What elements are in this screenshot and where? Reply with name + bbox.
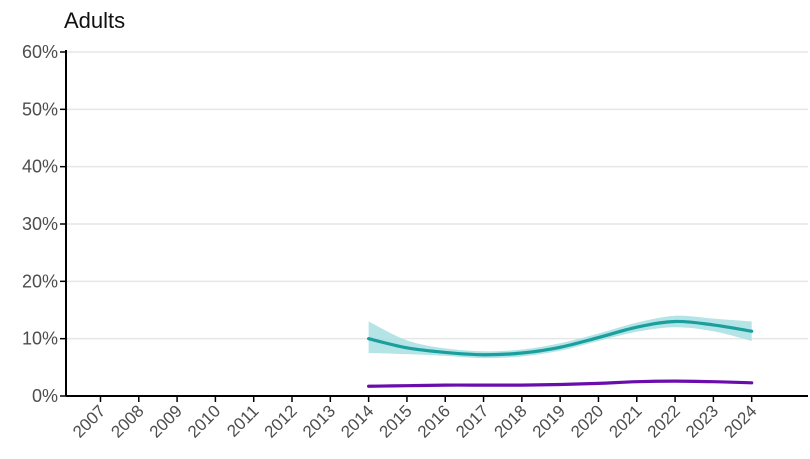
x-tick-label: 2019: [529, 401, 569, 441]
y-tick-label: 0%: [32, 386, 58, 406]
x-tick-label: 2017: [452, 401, 492, 441]
x-tick-label: 2009: [146, 401, 186, 441]
x-tick-label: 2008: [107, 401, 147, 441]
series-line-2: [367, 379, 754, 388]
x-tick-label: 2012: [261, 401, 301, 441]
x-tick-label: 2023: [682, 401, 722, 441]
y-tick-label: 10%: [22, 329, 58, 349]
gridlines: [66, 51, 808, 340]
x-tick-label: 2018: [490, 401, 530, 441]
x-tick-label: 2014: [337, 401, 377, 441]
x-tick-label: 2015: [376, 401, 416, 441]
x-tick-label: 2024: [720, 401, 760, 441]
y-tick-label: 30%: [22, 214, 58, 234]
x-tick-label: 2022: [644, 401, 684, 441]
y-tick-label: 40%: [22, 157, 58, 177]
x-tick-label: 2020: [567, 401, 607, 441]
y-tick-label: 60%: [22, 42, 58, 62]
x-tick-label: 2021: [605, 401, 645, 441]
y-tick-label: 50%: [22, 99, 58, 119]
x-tick-label: 2011: [223, 401, 262, 440]
confidence-band-series-1: [368, 315, 752, 359]
chart-title: Adults: [64, 8, 126, 33]
series-line-1: [367, 319, 754, 357]
x-tick-label: 2016: [414, 401, 454, 441]
x-tick-label: 2013: [299, 401, 339, 441]
x-tick-label: 2007: [69, 401, 109, 441]
x-tick-label: 2010: [184, 401, 224, 441]
y-tick-label: 20%: [22, 271, 58, 291]
